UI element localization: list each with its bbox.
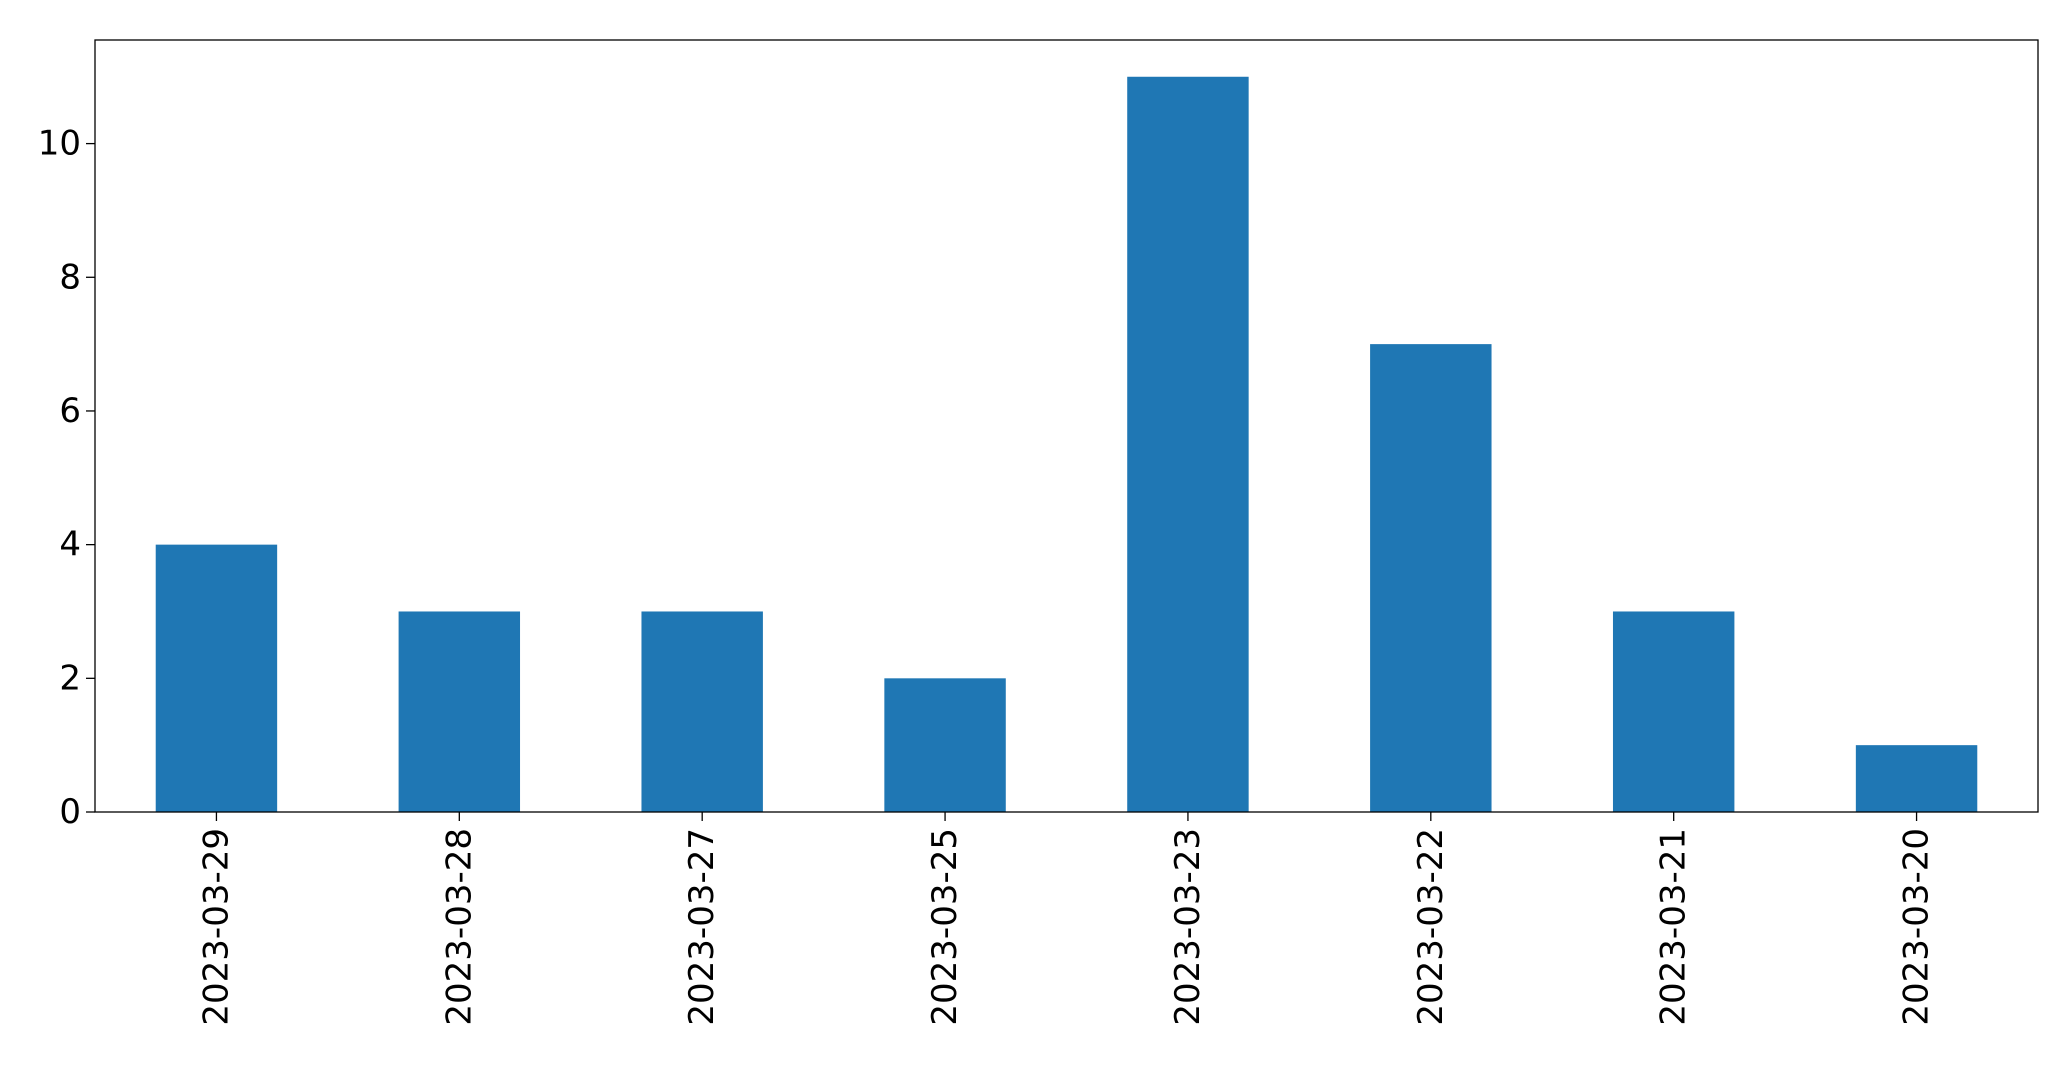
x-tick-label: 2023-03-25 — [925, 828, 965, 1026]
bar-2023-03-20 — [1855, 745, 1978, 812]
y-tick-label: 10 — [38, 124, 81, 164]
bars-layer — [155, 76, 1978, 812]
bar-2023-03-25 — [884, 678, 1006, 812]
x-tick-label: 2023-03-23 — [1168, 828, 1208, 1026]
y-tick-label: 4 — [59, 525, 81, 565]
bar-2023-03-29 — [155, 544, 278, 812]
y-tick-label: 8 — [59, 257, 81, 297]
x-tick-label: 2023-03-28 — [439, 828, 479, 1026]
x-tick-label: 2023-03-21 — [1654, 828, 1694, 1026]
bar-2023-03-22 — [1370, 344, 1492, 812]
x-tick-label: 2023-03-27 — [682, 828, 722, 1026]
x-tick-label: 2023-03-29 — [196, 828, 236, 1026]
x-tick-label: 2023-03-20 — [1897, 828, 1937, 1026]
y-axis: 0 2 4 6 8 10 — [38, 124, 95, 832]
y-tick-label: 0 — [59, 792, 81, 832]
bar-2023-03-28 — [398, 611, 521, 812]
bar-2023-03-23 — [1127, 76, 1249, 812]
plot-frame — [94, 39, 2039, 813]
y-tick-label: 2 — [59, 658, 81, 698]
bar-2023-03-27 — [641, 611, 763, 812]
x-tick-label: 2023-03-22 — [1411, 828, 1451, 1026]
x-axis: 2023-03-29 2023-03-28 2023-03-27 2023-03-25… — [196, 812, 1937, 1026]
bar-2023-03-21 — [1612, 611, 1735, 812]
y-tick-label: 6 — [59, 391, 81, 431]
